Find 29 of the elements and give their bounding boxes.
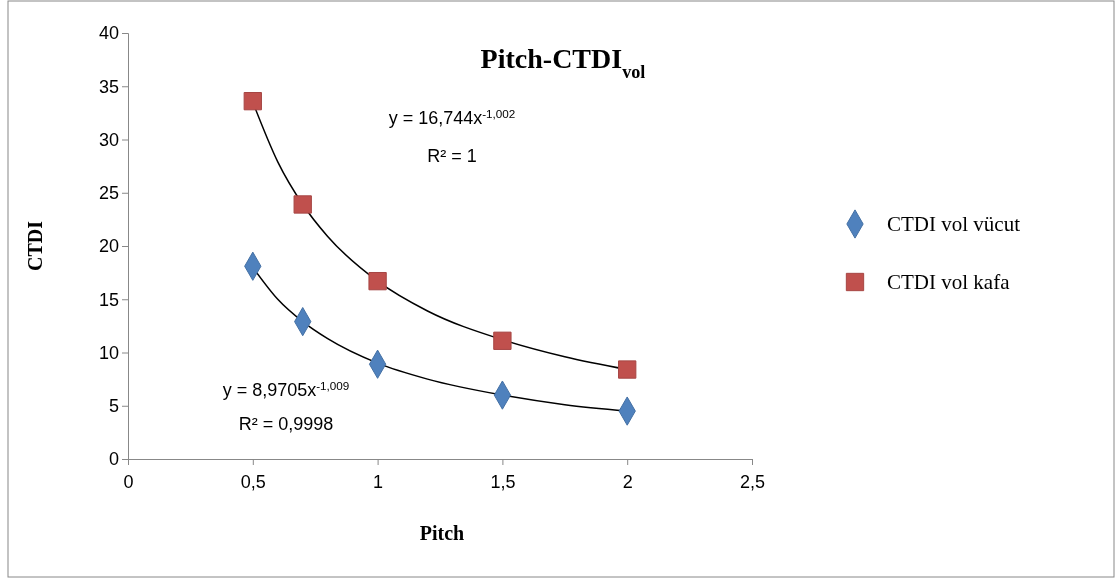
legend-label: CTDI vol kafa bbox=[887, 270, 1011, 294]
x-tick-label: 1,5 bbox=[490, 471, 516, 492]
point bbox=[618, 360, 637, 379]
y-tick-label: 20 bbox=[98, 236, 119, 257]
annotation: R² = 1 bbox=[427, 146, 477, 166]
point bbox=[493, 331, 512, 350]
annotation: y = 16,744x$^{-1,002}$ bbox=[388, 106, 516, 128]
y-axis-title: CTDI bbox=[24, 220, 46, 272]
y-tick-label: 0 bbox=[108, 449, 119, 470]
point bbox=[243, 92, 262, 111]
annotation: R² = 0,9998 bbox=[238, 414, 334, 434]
legend-label: CTDI vol vücut bbox=[887, 212, 1021, 236]
y-tick-label: 30 bbox=[98, 129, 119, 150]
text: Pitch-CTDI$_{vol}$ bbox=[480, 43, 646, 82]
y-tick-label: 35 bbox=[98, 76, 119, 97]
y-tick-label: 10 bbox=[98, 342, 119, 363]
x-tick-label: 0,5 bbox=[240, 471, 266, 492]
point bbox=[293, 195, 312, 214]
y-tick-label: 40 bbox=[98, 23, 119, 44]
y-tick-label: 25 bbox=[98, 183, 119, 204]
x-tick-label: 0 bbox=[123, 471, 134, 492]
x-tick-label: 2 bbox=[622, 471, 633, 492]
x-tick-label: 1 bbox=[373, 471, 384, 492]
x-tick-label: 2,5 bbox=[739, 471, 766, 492]
y-tick-label: 15 bbox=[98, 289, 119, 310]
x-axis-title: Pitch bbox=[419, 522, 465, 544]
annotation: y = 8,9705x$^{-1,009}$ bbox=[222, 378, 350, 400]
point bbox=[368, 271, 387, 291]
y-tick-label: 5 bbox=[108, 396, 119, 417]
